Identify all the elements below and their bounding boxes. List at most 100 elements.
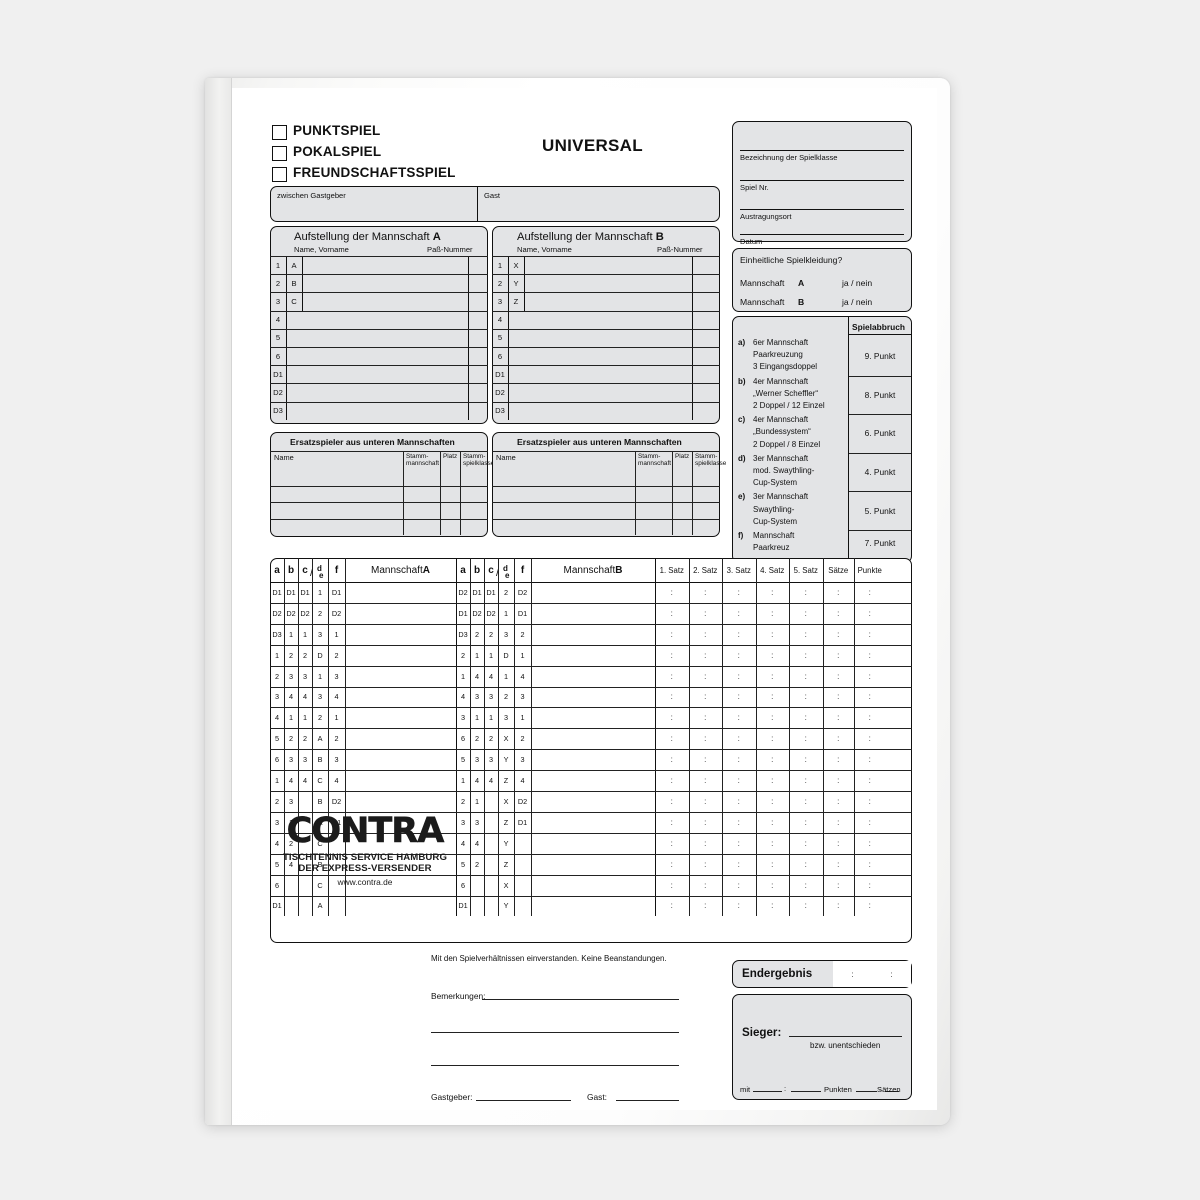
grid-saetze-r11[interactable]: : <box>837 817 840 827</box>
grid-set2-r11[interactable]: : <box>704 817 707 827</box>
grid-set1-r15[interactable]: : <box>670 901 673 911</box>
grid-set1-r4[interactable]: : <box>670 671 673 681</box>
checkbox-punktspiel[interactable] <box>272 125 287 140</box>
lineup-lineup_b-name-6[interactable] <box>528 365 689 383</box>
grid-punkte-r4[interactable]: : <box>868 671 871 681</box>
grid-set3-r7[interactable]: : <box>737 734 740 744</box>
lineup-lineup_a-name-3[interactable] <box>288 311 465 329</box>
reserves-b-klasse-1[interactable] <box>692 486 720 503</box>
grid-saetze-r6[interactable]: : <box>837 713 840 723</box>
grid-set1-r13[interactable]: : <box>670 859 673 869</box>
grid-set2-r5[interactable]: : <box>704 692 707 702</box>
grid-set5-r7[interactable]: : <box>804 734 807 744</box>
lineup-lineup_b-pass-8[interactable] <box>695 402 718 420</box>
lineup-lineup_a-name-1[interactable] <box>288 274 465 292</box>
grid-saetze-r14[interactable]: : <box>837 880 840 890</box>
grid-a-name-r9[interactable] <box>348 770 453 791</box>
reserves-a-klasse-2[interactable] <box>460 502 488 519</box>
lineup-lineup_a-pass-2[interactable] <box>471 292 486 310</box>
checkbox-pokalspiel[interactable] <box>272 146 287 161</box>
grid-set2-r12[interactable]: : <box>704 838 707 848</box>
grid-a-name-r4[interactable] <box>348 666 453 687</box>
grid-set3-r12[interactable]: : <box>737 838 740 848</box>
lineup-lineup_b-pass-7[interactable] <box>695 383 718 401</box>
grid-set5-r14[interactable]: : <box>804 880 807 890</box>
grid-set3-r5[interactable]: : <box>737 692 740 702</box>
reserves-b-klasse-0[interactable] <box>692 469 720 486</box>
reserves-a-platz-1[interactable] <box>440 486 460 503</box>
grid-set2-r10[interactable]: : <box>704 796 707 806</box>
lineup-lineup_a-name-5[interactable] <box>288 347 465 365</box>
grid-set4-r1[interactable]: : <box>771 608 774 618</box>
grid-set5-r12[interactable]: : <box>804 838 807 848</box>
grid-saetze-r1[interactable]: : <box>837 608 840 618</box>
grid-set4-r5[interactable]: : <box>771 692 774 702</box>
reserves-a-klasse-0[interactable] <box>460 469 488 486</box>
lineup-lineup_b-pass-1[interactable] <box>695 274 718 292</box>
grid-set4-r13[interactable]: : <box>771 859 774 869</box>
lineup-lineup_b-name-4[interactable] <box>528 329 689 347</box>
lineup-lineup_a-pass-4[interactable] <box>471 329 486 347</box>
lineup-lineup_a-pass-7[interactable] <box>471 383 486 401</box>
reserves-b-name-0[interactable] <box>496 469 633 486</box>
grid-b-name-r3[interactable] <box>534 645 652 666</box>
lineup-lineup_b-name-1[interactable] <box>528 274 689 292</box>
grid-saetze-r2[interactable]: : <box>837 629 840 639</box>
reserves-a-name-0[interactable] <box>274 469 401 486</box>
grid-saetze-r0[interactable]: : <box>837 587 840 597</box>
reserves-b-platz-3[interactable] <box>672 519 692 536</box>
grid-set1-r1[interactable]: : <box>670 608 673 618</box>
grid-b-name-r2[interactable] <box>534 624 652 645</box>
grid-set3-r14[interactable]: : <box>737 880 740 890</box>
grid-b-name-r5[interactable] <box>534 687 652 708</box>
grid-set5-r1[interactable]: : <box>804 608 807 618</box>
grid-set3-r6[interactable]: : <box>737 713 740 723</box>
reserves-a-platz-0[interactable] <box>440 469 460 486</box>
reserves-a-name-1[interactable] <box>274 486 401 503</box>
grid-set5-r2[interactable]: : <box>804 629 807 639</box>
guest-field-value[interactable] <box>484 202 709 218</box>
remarks-value[interactable] <box>482 985 679 999</box>
lineup-lineup_b-name-7[interactable] <box>528 383 689 401</box>
grid-b-name-r15[interactable] <box>534 896 652 917</box>
grid-saetze-r4[interactable]: : <box>837 671 840 681</box>
lineup-lineup_a-pass-0[interactable] <box>471 256 486 274</box>
reserves-b-platz-1[interactable] <box>672 486 692 503</box>
grid-set1-r6[interactable]: : <box>670 713 673 723</box>
grid-set2-r9[interactable]: : <box>704 776 707 786</box>
grid-b-name-r10[interactable] <box>534 791 652 812</box>
grid-set5-r0[interactable]: : <box>804 587 807 597</box>
grid-set1-r7[interactable]: : <box>670 734 673 744</box>
reserves-a-platz-3[interactable] <box>440 519 460 536</box>
reserves-a-stamm-1[interactable] <box>403 486 440 503</box>
grid-set5-r13[interactable]: : <box>804 859 807 869</box>
lineup-lineup_b-pass-0[interactable] <box>695 256 718 274</box>
grid-set1-r10[interactable]: : <box>670 796 673 806</box>
grid-set2-r14[interactable]: : <box>704 880 707 890</box>
lineup-lineup_b-name-3[interactable] <box>528 311 689 329</box>
lineup-lineup_b-name-2[interactable] <box>528 292 689 310</box>
grid-saetze-r8[interactable]: : <box>837 755 840 765</box>
grid-saetze-r10[interactable]: : <box>837 796 840 806</box>
grid-set2-r7[interactable]: : <box>704 734 707 744</box>
grid-punkte-r11[interactable]: : <box>868 817 871 827</box>
reserves-a-klasse-1[interactable] <box>460 486 488 503</box>
lineup-lineup_b-name-5[interactable] <box>528 347 689 365</box>
grid-punkte-r5[interactable]: : <box>868 692 871 702</box>
grid-set5-r4[interactable]: : <box>804 671 807 681</box>
lineup-lineup_b-pass-2[interactable] <box>695 292 718 310</box>
grid-punkte-r0[interactable]: : <box>868 587 871 597</box>
grid-set5-r10[interactable]: : <box>804 796 807 806</box>
grid-punkte-r1[interactable]: : <box>868 608 871 618</box>
lineup-lineup_a-name-7[interactable] <box>288 383 465 401</box>
grid-punkte-r14[interactable]: : <box>868 880 871 890</box>
grid-saetze-r7[interactable]: : <box>837 734 840 744</box>
grid-b-name-r11[interactable] <box>534 812 652 833</box>
grid-saetze-r5[interactable]: : <box>837 692 840 702</box>
grid-set2-r3[interactable]: : <box>704 650 707 660</box>
grid-punkte-r15[interactable]: : <box>868 901 871 911</box>
uniform-row-b-answer[interactable]: ja / nein <box>842 297 873 307</box>
grid-a-name-r7[interactable] <box>348 728 453 749</box>
grid-punkte-r8[interactable]: : <box>868 755 871 765</box>
reserves-b-stamm-0[interactable] <box>635 469 672 486</box>
